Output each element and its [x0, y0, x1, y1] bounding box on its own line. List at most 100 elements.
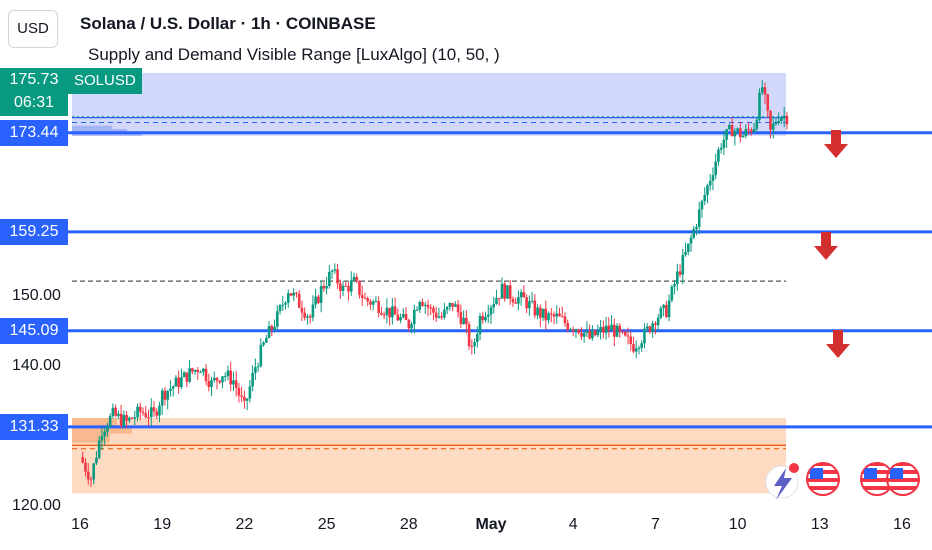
candle-body	[404, 314, 408, 320]
candle-body	[369, 301, 372, 305]
candle-body	[571, 329, 575, 332]
time-tick-label: 10	[728, 516, 747, 533]
candle-body	[185, 372, 189, 382]
candle-body	[308, 316, 312, 318]
us-flag-icon[interactable]	[806, 462, 840, 496]
candle-body	[352, 276, 356, 281]
candle-body	[234, 380, 238, 388]
arrows-layer	[814, 130, 850, 358]
candle-body	[163, 390, 167, 400]
candle-body	[412, 309, 416, 325]
candle-body	[245, 398, 249, 401]
candle-body	[421, 301, 424, 306]
candle-body	[423, 304, 427, 306]
candle-body	[193, 369, 197, 372]
candle-body	[506, 285, 509, 299]
candle-body	[265, 337, 268, 343]
candle-body	[391, 306, 394, 318]
candle-body	[254, 367, 257, 373]
us-flag-icon[interactable]	[886, 462, 920, 496]
candle-body	[317, 296, 320, 303]
candle-body	[396, 314, 400, 321]
candle-body	[454, 304, 457, 307]
candle-body	[465, 317, 468, 325]
level-price-label: 145.09	[0, 317, 68, 344]
candle-body	[347, 286, 350, 292]
candle-body	[667, 300, 671, 318]
candle-body	[207, 381, 211, 387]
candle-body	[330, 270, 334, 272]
time-tick-label: 13	[810, 516, 829, 533]
candle-body	[177, 377, 180, 388]
candle-body	[593, 330, 597, 336]
candle-body	[81, 457, 85, 463]
candle-body	[89, 479, 93, 481]
candle-body	[426, 304, 430, 308]
candle-body	[706, 185, 709, 196]
candle-body	[95, 457, 98, 464]
candle-body	[750, 129, 753, 133]
candle-body	[103, 431, 106, 437]
candle-body	[719, 147, 723, 150]
candle-body	[629, 336, 633, 345]
down-arrow-icon	[824, 130, 848, 158]
time-tick-label: 16	[893, 516, 911, 533]
candle-body	[645, 326, 649, 329]
zones-layer	[72, 72, 786, 494]
current-price-label: 175.73 06:31	[0, 68, 68, 116]
candle-body	[243, 396, 246, 401]
candle-body	[149, 407, 153, 418]
indicator-label[interactable]: Supply and Demand Visible Range [LuxAlgo…	[88, 45, 500, 64]
candle-body	[744, 129, 748, 136]
candle-body	[678, 271, 682, 275]
candle-body	[722, 139, 726, 148]
candle-body	[670, 286, 674, 301]
candle-body	[303, 312, 306, 318]
candle-countdown: 06:31	[13, 94, 55, 111]
candle-body	[443, 309, 446, 318]
candle-body	[517, 297, 520, 304]
candle-body	[615, 325, 619, 337]
candle-body	[136, 406, 139, 418]
candle-body	[133, 417, 137, 419]
candle-body	[654, 323, 657, 326]
candle-body	[495, 298, 498, 304]
candle-body	[86, 471, 90, 480]
currency-button[interactable]: USD	[8, 10, 58, 48]
candles-layer	[81, 80, 789, 488]
candle-body	[522, 292, 526, 298]
candle-body	[470, 346, 474, 348]
candle-body	[218, 380, 222, 383]
candle-body	[514, 302, 517, 304]
candle-body	[292, 292, 296, 296]
candle-body	[582, 332, 586, 337]
lightning-icon[interactable]	[765, 463, 799, 500]
candle-body	[100, 436, 104, 441]
candle-body	[374, 300, 378, 302]
candle-body	[577, 329, 580, 333]
candle-body	[519, 292, 523, 298]
candle-body	[380, 312, 383, 315]
candle-body	[758, 92, 761, 120]
candle-body	[741, 135, 745, 138]
candle-body	[717, 149, 720, 162]
candle-body	[166, 390, 169, 400]
candle-body	[610, 324, 613, 331]
candle-body	[648, 326, 652, 332]
price-tick-label: 120.00	[12, 497, 61, 515]
current-price-value: 175.73	[9, 71, 59, 88]
candle-body	[128, 417, 131, 421]
candle-body	[160, 390, 164, 406]
candle-body	[714, 161, 717, 176]
candle-body	[382, 314, 386, 316]
candle-body	[202, 368, 205, 372]
candle-body	[295, 292, 298, 294]
candle-body	[141, 411, 145, 414]
candle-body	[106, 426, 109, 432]
candle-body	[180, 377, 183, 388]
candle-body	[566, 323, 570, 330]
time-tick-label: 16	[71, 516, 89, 533]
candle-body	[221, 376, 224, 383]
candle-body	[300, 307, 304, 313]
